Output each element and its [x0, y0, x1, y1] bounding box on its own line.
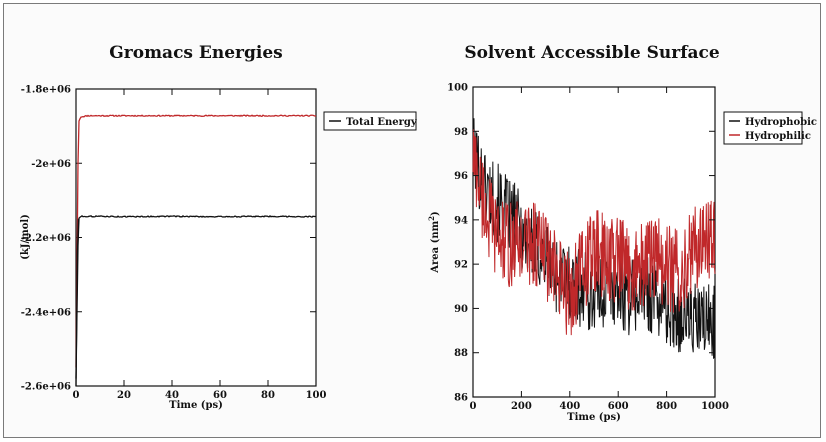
y-tick-label: 96: [454, 171, 468, 182]
series-group: [472, 118, 716, 359]
legend: Total Energy: [323, 111, 418, 131]
x-tick-label: 200: [511, 401, 532, 412]
x-axis-label: Time (ps): [567, 412, 621, 423]
legend-label-hydrophilic: Hydrophilic: [745, 131, 811, 142]
y-tick-label: -2.2e+06: [21, 233, 71, 244]
x-tick-label: 800: [656, 401, 677, 412]
chart-title: Gromacs Energies: [109, 43, 282, 63]
y-tick-label: -2.6e+06: [21, 382, 71, 393]
y-tick-label: 100: [447, 83, 468, 94]
y-axis-label-sup: 2: [427, 216, 436, 221]
x-tick-label: 80: [261, 390, 275, 401]
y-tick-label: -2e+06: [31, 159, 71, 170]
series-line: [75, 218, 80, 387]
y-tick-label: 88: [454, 348, 468, 359]
x-tick-label: 400: [559, 401, 580, 412]
x-tick-label: 40: [165, 390, 179, 401]
chart-solvent-accessible-surface: Solvent Accessible Surface 0 200 400 600 800…: [427, 43, 817, 423]
series-line: [75, 114, 317, 368]
y-axis-label-tail: ): [430, 211, 441, 216]
y-tick-label: -1.8e+06: [21, 85, 71, 96]
chart-title: Solvent Accessible Surface: [464, 43, 720, 63]
legend-box: [723, 111, 803, 145]
legend-label-total-energy: Total Energy: [346, 117, 418, 128]
axis-ticks: 0 20 40 60 80 100 -1.8e+06 -2e+06 -2.2e+06 -2.4e+…: [21, 85, 327, 402]
x-tick-label: 0: [470, 401, 477, 412]
legend-box: [323, 111, 417, 131]
x-tick-label: 20: [117, 390, 131, 401]
y-tick-label: 90: [454, 304, 468, 315]
legend: Hydrophobic Hydrophilic: [723, 111, 817, 145]
chart-gromacs-energies: Gromacs Energies 0 20 40 60 80 100 -1.8e+06 -2e…: [20, 43, 418, 411]
y-axis-label-main: Area (nm: [430, 220, 441, 273]
x-axis-label: Time (ps): [169, 400, 223, 411]
y-axis-label: (kJ/mol): [20, 214, 31, 260]
series-group: [75, 114, 317, 387]
x-tick-label: 0: [73, 390, 80, 401]
y-axis-label: Area (nm2): [427, 211, 441, 274]
y-tick-label: 94: [454, 215, 468, 226]
y-tick-label: 86: [454, 393, 468, 404]
x-tick-label: 60: [213, 390, 227, 401]
legend-label-hydrophobic: Hydrophobic: [745, 117, 817, 128]
y-tick-label: 92: [454, 260, 468, 271]
x-tick-label: 1000: [701, 401, 729, 412]
series-line: [472, 129, 716, 336]
y-tick-label: -2.4e+06: [21, 307, 71, 318]
series-line: [472, 118, 716, 359]
y-tick-label: 98: [454, 127, 468, 138]
plot-area: [75, 88, 317, 387]
axis-ticks: 0 200 400 600 800 1000 86 88 90 92 94 96 98 100: [447, 83, 729, 413]
x-tick-label: 100: [306, 390, 327, 401]
x-tick-label: 600: [608, 401, 629, 412]
series-line: [75, 214, 317, 379]
